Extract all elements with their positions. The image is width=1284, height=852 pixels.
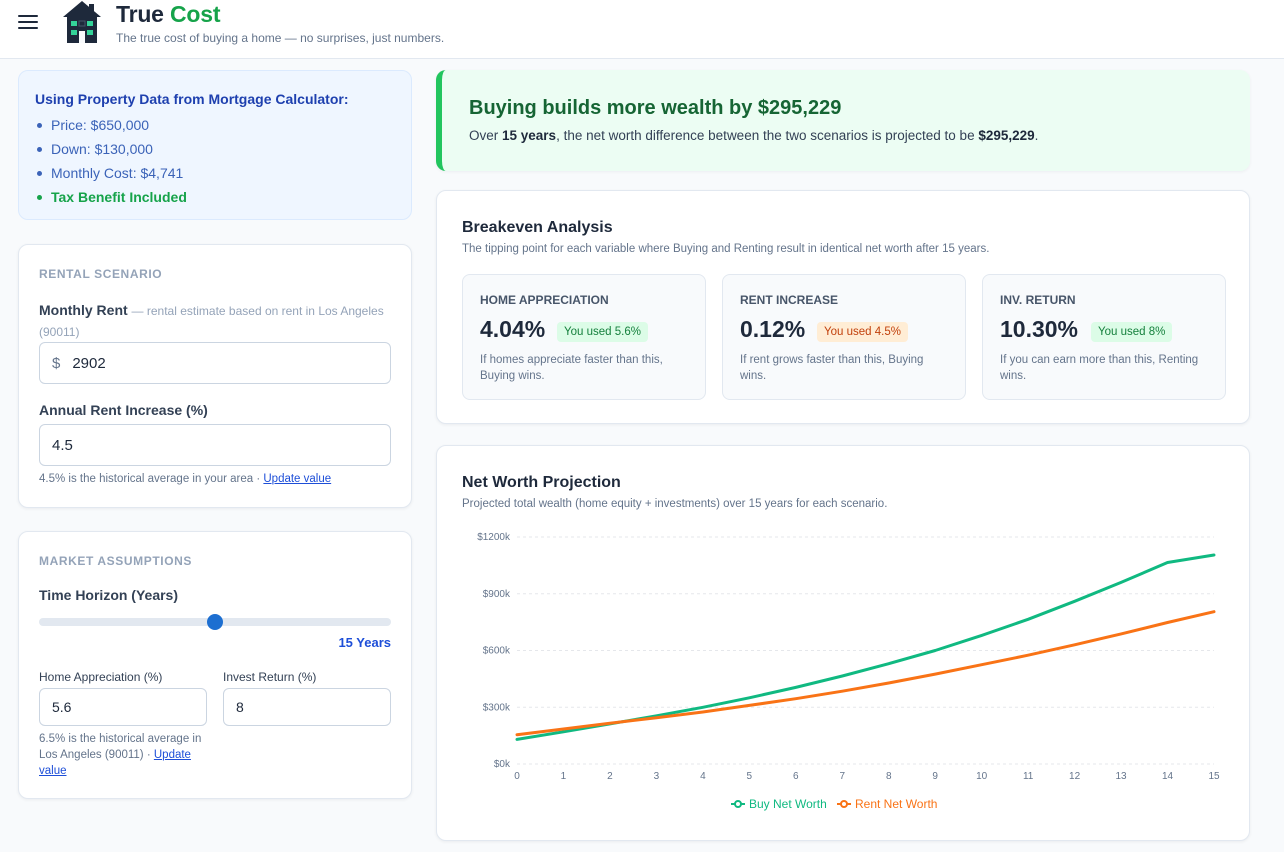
property-monthly-cost: Monthly Cost: $4,741 [35, 161, 187, 185]
legend-label: Buy Net Worth [749, 797, 827, 811]
brand-accent: Cost [169, 1, 221, 27]
invest-return-label: Invest Return (%) [223, 670, 317, 684]
appreciation-help-text: 6.5% is the historical average in Los An… [39, 733, 202, 761]
banner-sub-years: 15 years [502, 128, 557, 143]
property-data-title: Using Property Data from Mortgage Calcul… [35, 91, 349, 107]
series-line-0 [515, 553, 1216, 741]
x-tick-label: 0 [514, 771, 520, 782]
x-tick-label: 1 [561, 771, 567, 782]
breakeven-rent-increase: RENT INCREASE 0.12% You used 4.5% If ren… [722, 274, 966, 400]
home-appreciation-input[interactable]: 5.6 [39, 688, 207, 726]
y-tick-label: $900k [483, 589, 511, 600]
legend-swatch-dot [840, 800, 848, 808]
property-data-list: Price: $650,000 Down: $130,000 Monthly C… [35, 113, 187, 209]
rent-increase-value: 4.5 [52, 436, 73, 454]
app-header: True Cost The true cost of buying a home… [0, 0, 1284, 59]
tagline: The true cost of buying a home — no surp… [116, 31, 445, 45]
x-tick-label: 2 [607, 771, 613, 782]
rent-increase-label: Annual Rent Increase (%) [39, 402, 208, 418]
projection-subtitle: Projected total wealth (home equity + in… [462, 498, 888, 510]
x-tick-label: 12 [1069, 771, 1081, 782]
house-logo-icon [63, 1, 101, 43]
breakeven-analysis-card: Breakeven Analysis The tipping point for… [436, 190, 1250, 424]
x-tick-label: 15 [1208, 771, 1220, 782]
x-tick-label: 3 [654, 771, 660, 782]
series-line-1 [515, 610, 1216, 737]
banner-sub-middle: , the net worth difference between the t… [556, 128, 979, 143]
rent-increase-help: 4.5% is the historical average in your a… [39, 471, 331, 487]
breakeven-description: If homes appreciate faster than this, Bu… [480, 354, 663, 382]
monthly-rent-hint: — rental estimate based on rent in Los A… [39, 304, 384, 339]
result-banner: Buying builds more wealth by $295,229 Ov… [436, 70, 1250, 171]
banner-sub-amount: $295,229 [978, 128, 1035, 143]
y-tick-label: $300k [483, 702, 511, 713]
used-value-badge: You used 8% [1091, 322, 1173, 342]
dollar-prefix: $ [52, 354, 61, 372]
breakeven-subtitle: The tipping point for each variable wher… [462, 243, 990, 255]
breakeven-title: Breakeven Analysis [462, 219, 613, 236]
breakeven-label: RENT INCREASE [740, 293, 839, 307]
net-worth-projection-card: Net Worth Projection Projected total wea… [436, 445, 1250, 841]
x-tick-label: 9 [932, 771, 938, 782]
banner-sub-prefix: Over [469, 128, 503, 143]
x-tick-label: 4 [700, 771, 706, 782]
property-down: Down: $130,000 [35, 137, 187, 161]
monthly-rent-label: Monthly Rent — rental estimate based on … [39, 300, 389, 342]
invest-return-input[interactable]: 8 [223, 688, 391, 726]
property-price: Price: $650,000 [35, 113, 187, 137]
used-value-badge: You used 5.6% [557, 322, 648, 342]
y-tick-label: $600k [483, 646, 511, 657]
invest-return-value: 8 [236, 699, 244, 715]
x-tick-label: 14 [1162, 771, 1174, 782]
rental-scenario-card: RENTAL SCENARIO Monthly Rent — rental es… [18, 244, 412, 508]
banner-sub-suffix: . [1034, 128, 1039, 143]
brand-main: True [116, 1, 164, 27]
breakeven-description: If rent grows faster than this, Buying w… [740, 354, 924, 382]
breakeven-value: 0.12% [740, 316, 806, 342]
home-appreciation-label: Home Appreciation (%) [39, 670, 163, 684]
result-banner-title: Buying builds more wealth by $295,229 [469, 97, 842, 119]
brand-title: True Cost [116, 1, 220, 28]
breakeven-label: INV. RETURN [1000, 293, 1076, 307]
home-appreciation-value: 5.6 [52, 699, 72, 715]
breakeven-investment-return: INV. RETURN 10.30% You used 8% If you ca… [982, 274, 1226, 400]
projection-title: Net Worth Projection [462, 474, 621, 491]
time-horizon-value: 15 Years [338, 635, 391, 650]
rent-increase-help-text: 4.5% is the historical average in your a… [39, 473, 264, 485]
breakeven-label: HOME APPRECIATION [480, 293, 609, 307]
market-assumptions-card: MARKET ASSUMPTIONS Time Horizon (Years) … [18, 531, 412, 799]
y-tick-label: $0k [494, 759, 511, 770]
time-horizon-slider-thumb[interactable] [207, 614, 223, 630]
rental-section-title: RENTAL SCENARIO [39, 267, 163, 281]
x-tick-label: 11 [1023, 771, 1034, 782]
result-banner-subtitle: Over 15 years, the net worth difference … [469, 128, 1038, 143]
monthly-rent-label-text: Monthly Rent [39, 302, 128, 318]
menu-icon[interactable] [18, 13, 38, 31]
y-tick-label: $1200k [477, 532, 511, 543]
x-tick-label: 10 [976, 771, 988, 782]
property-data-card: Using Property Data from Mortgage Calcul… [18, 70, 412, 220]
x-tick-label: 8 [886, 771, 892, 782]
breakeven-value: 10.30% [1000, 316, 1079, 342]
rent-update-value-link[interactable]: Update value [263, 473, 332, 485]
breakeven-home-appreciation: HOME APPRECIATION 4.04% You used 5.6% If… [462, 274, 706, 400]
property-tax-benefit: Tax Benefit Included [35, 185, 187, 209]
used-value-badge: You used 4.5% [817, 322, 908, 342]
legend-label: Rent Net Worth [855, 797, 937, 811]
x-tick-label: 5 [747, 771, 753, 782]
market-section-title: MARKET ASSUMPTIONS [39, 554, 193, 568]
monthly-rent-value: 2902 [72, 354, 106, 372]
x-tick-label: 6 [793, 771, 799, 782]
breakeven-value: 4.04% [480, 316, 546, 342]
appreciation-help: 6.5% is the historical average in Los An… [39, 731, 214, 779]
rent-increase-input[interactable]: 4.5 [39, 424, 391, 466]
legend-swatch-dot [734, 800, 742, 808]
x-tick-label: 7 [839, 771, 845, 782]
breakeven-description: If you can earn more than this, Renting … [1000, 354, 1199, 382]
x-tick-label: 13 [1116, 771, 1128, 782]
monthly-rent-input[interactable]: $ 2902 [39, 342, 391, 384]
appreciation-update-value-link[interactable]: Update value [39, 749, 191, 777]
time-horizon-label: Time Horizon (Years) [39, 587, 179, 603]
